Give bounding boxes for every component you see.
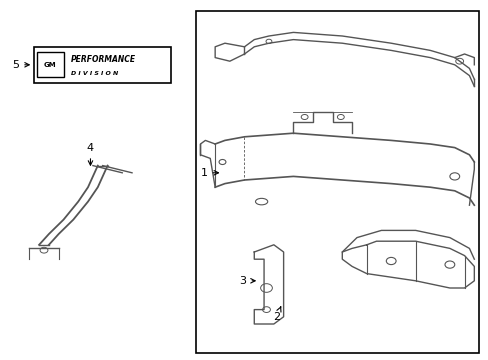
Text: 5: 5: [12, 60, 29, 70]
Text: 2: 2: [272, 307, 281, 323]
Ellipse shape: [255, 198, 267, 205]
Text: GM: GM: [44, 62, 56, 68]
Bar: [34, 47, 171, 83]
Text: 4: 4: [87, 143, 94, 165]
Bar: [195, 11, 478, 353]
Text: D I V I S I O N: D I V I S I O N: [71, 71, 118, 76]
Bar: [37, 52, 63, 77]
Text: PERFORMANCE: PERFORMANCE: [71, 55, 136, 64]
Text: 3: 3: [239, 276, 255, 286]
Text: 1: 1: [200, 168, 218, 178]
